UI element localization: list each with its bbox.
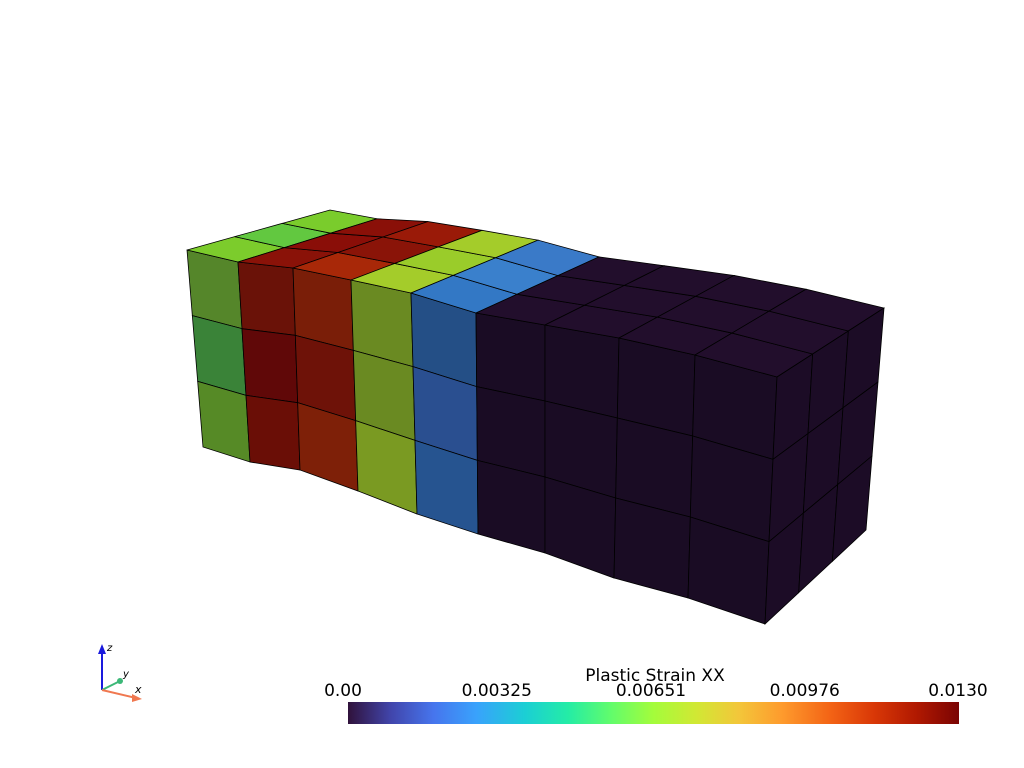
y-arrow (117, 678, 123, 684)
z-arrow (98, 644, 106, 654)
y-axis (101, 680, 121, 691)
cell-face (245, 394, 301, 471)
color-bar (348, 702, 959, 724)
tick-label: 0.0130 (928, 681, 987, 701)
x-axis (101, 689, 137, 699)
y-label: y (122, 669, 130, 680)
x-arrow (132, 694, 142, 702)
tick-label: 0.00651 (616, 681, 686, 701)
tick-label: 0.00 (324, 681, 362, 701)
cell-face (475, 312, 546, 402)
scalar-bar-ticks: 0.00 0.00325 0.00651 0.00976 0.0130 (324, 681, 988, 701)
z-label: z (106, 643, 113, 654)
x-label: x (134, 683, 142, 696)
scalar-bar-title: Plastic Strain XX (585, 666, 725, 686)
axes-widget: z y x (98, 643, 142, 702)
cell-face (241, 328, 299, 404)
cell-face (476, 459, 546, 554)
tick-label: 0.00325 (462, 681, 532, 701)
cell-face (831, 455, 873, 563)
cell-face (237, 261, 296, 336)
tick-label: 0.00976 (770, 681, 840, 701)
mesh (186, 209, 886, 625)
